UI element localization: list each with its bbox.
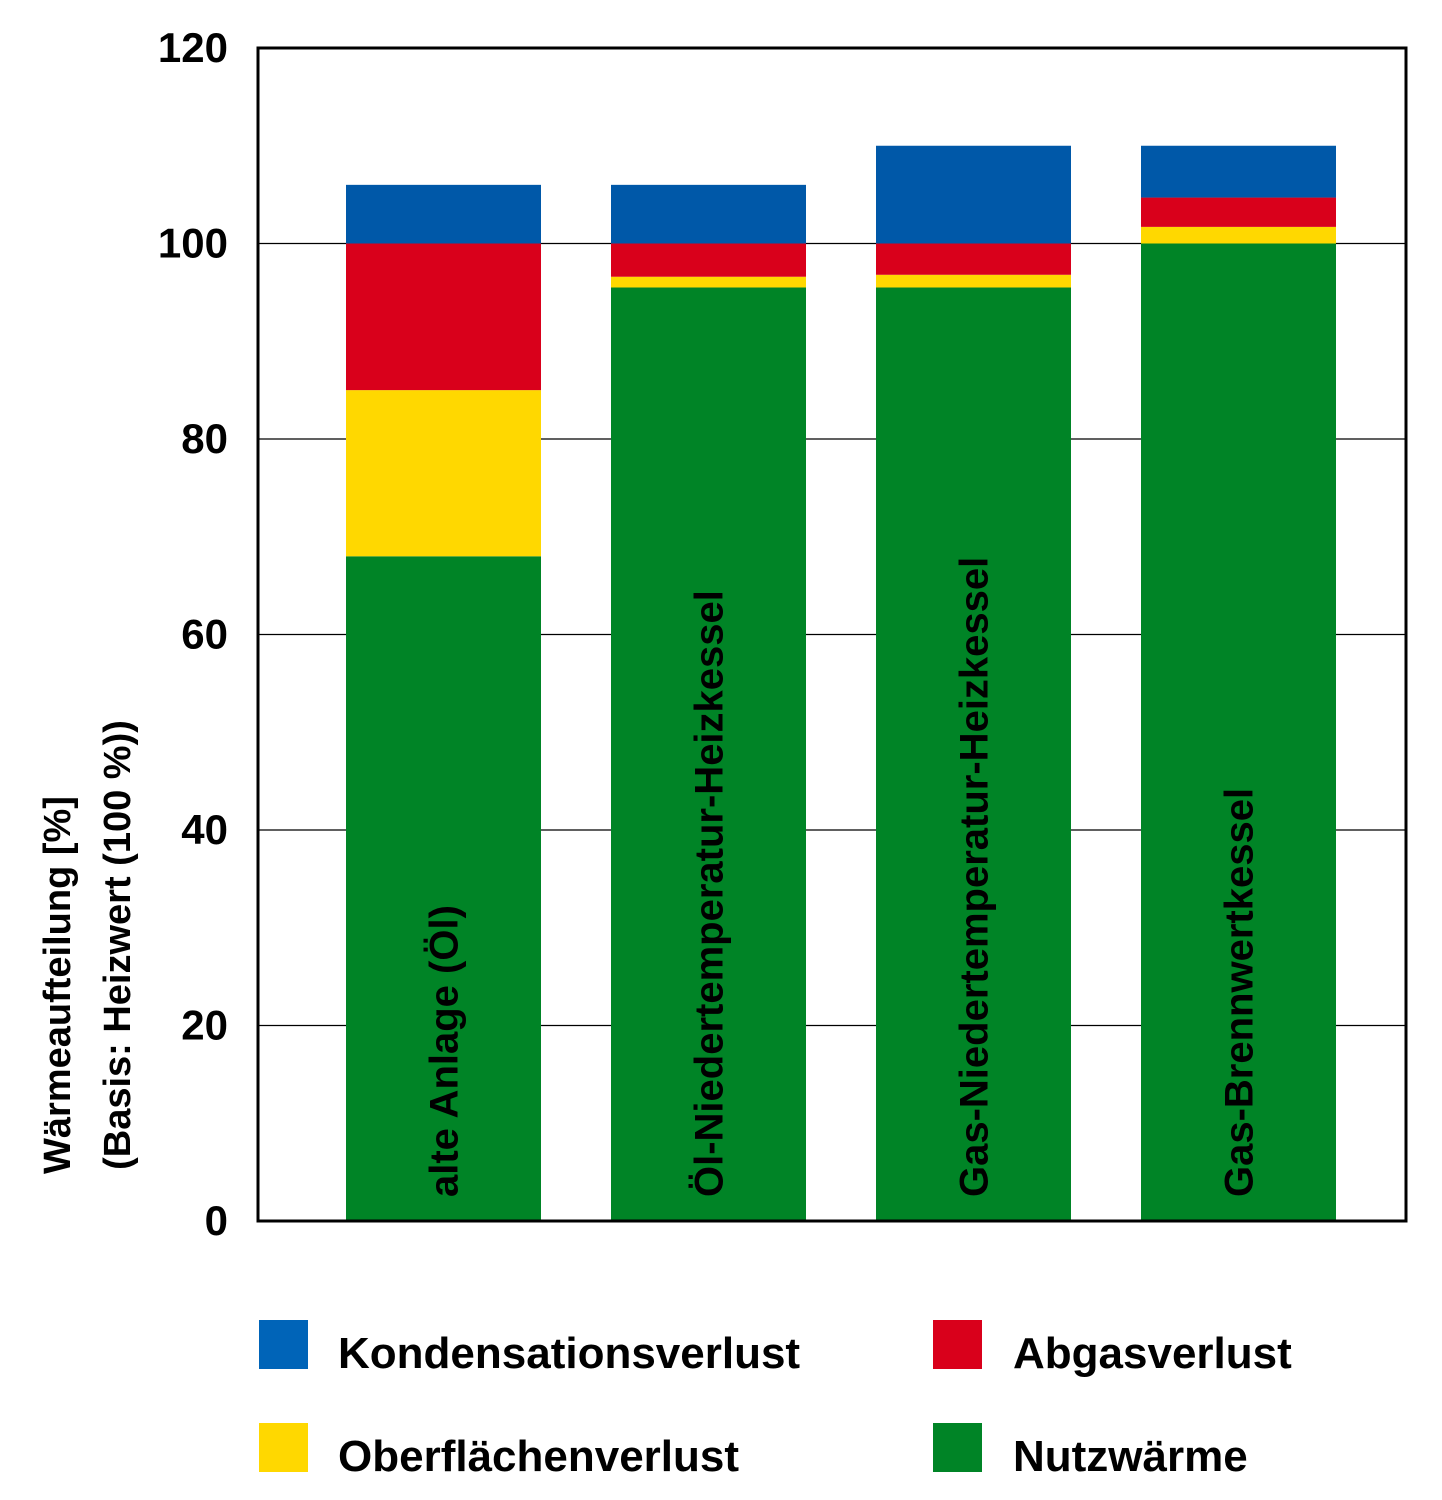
bar-segment bbox=[1141, 145, 1336, 198]
bar-segment bbox=[346, 390, 541, 557]
bar-segment bbox=[876, 145, 1071, 244]
legend-label: Abgasverlust bbox=[1013, 1329, 1292, 1378]
bar-segment bbox=[611, 243, 806, 277]
y-axis-title: Wärmeaufteilung [%] (Basis: Heizwert (10… bbox=[37, 720, 139, 1174]
y-tick-label: 100 bbox=[158, 220, 228, 267]
y-tick-label: 60 bbox=[181, 611, 228, 658]
category-label: Gas-Niedertemperatur-Heizkessel bbox=[953, 557, 997, 1197]
bar-segment bbox=[346, 556, 541, 1221]
bar-segment bbox=[876, 274, 1071, 288]
legend-label: Oberflächenverlust bbox=[338, 1432, 739, 1481]
y-tick-label: 20 bbox=[181, 1002, 228, 1049]
y-axis-title-line2: (Basis: Heizwert (100 %)) bbox=[97, 720, 139, 1170]
y-tick-label: 0 bbox=[205, 1197, 228, 1244]
legend-swatch bbox=[259, 1320, 308, 1369]
bar-segment bbox=[346, 184, 541, 244]
legend-swatch bbox=[933, 1320, 982, 1369]
bar-segment bbox=[876, 287, 1071, 1221]
bar-segment bbox=[611, 184, 806, 244]
legend: Kondensationsverlust Abgasverlust Oberfläc… bbox=[259, 1320, 1292, 1481]
y-tick-label: 40 bbox=[181, 806, 228, 853]
bar-segment bbox=[611, 276, 806, 288]
category-label: Gas-Brennwertkessel bbox=[1218, 788, 1262, 1197]
legend-label: Nutzwärme bbox=[1013, 1432, 1248, 1481]
bars bbox=[346, 145, 1336, 1221]
plot-frame bbox=[256, 46, 1408, 1223]
bar-segment bbox=[1141, 226, 1336, 244]
bar-segment bbox=[346, 243, 541, 391]
category-label: alte Anlage (Öl) bbox=[422, 905, 467, 1197]
y-tick-labels: 0 20 40 60 80 100 120 bbox=[158, 24, 228, 1244]
bar-segment bbox=[1141, 197, 1336, 227]
y-axis-title-line1: Wärmeaufteilung [%] bbox=[37, 796, 79, 1174]
category-labels: alte Anlage (Öl) Öl-Niedertemperatur-Heiz… bbox=[422, 557, 1262, 1197]
legend-label: Kondensationsverlust bbox=[338, 1329, 800, 1378]
legend-swatch bbox=[933, 1423, 982, 1472]
y-tick-label: 80 bbox=[181, 415, 228, 462]
y-tick-label: 120 bbox=[158, 24, 228, 71]
bar-segment bbox=[876, 243, 1071, 275]
legend-swatch bbox=[259, 1423, 308, 1472]
bar-segment bbox=[611, 287, 806, 1221]
bar-segment bbox=[1141, 243, 1336, 1221]
category-label: Öl-Niedertemperatur-Heizkessel bbox=[687, 590, 732, 1197]
